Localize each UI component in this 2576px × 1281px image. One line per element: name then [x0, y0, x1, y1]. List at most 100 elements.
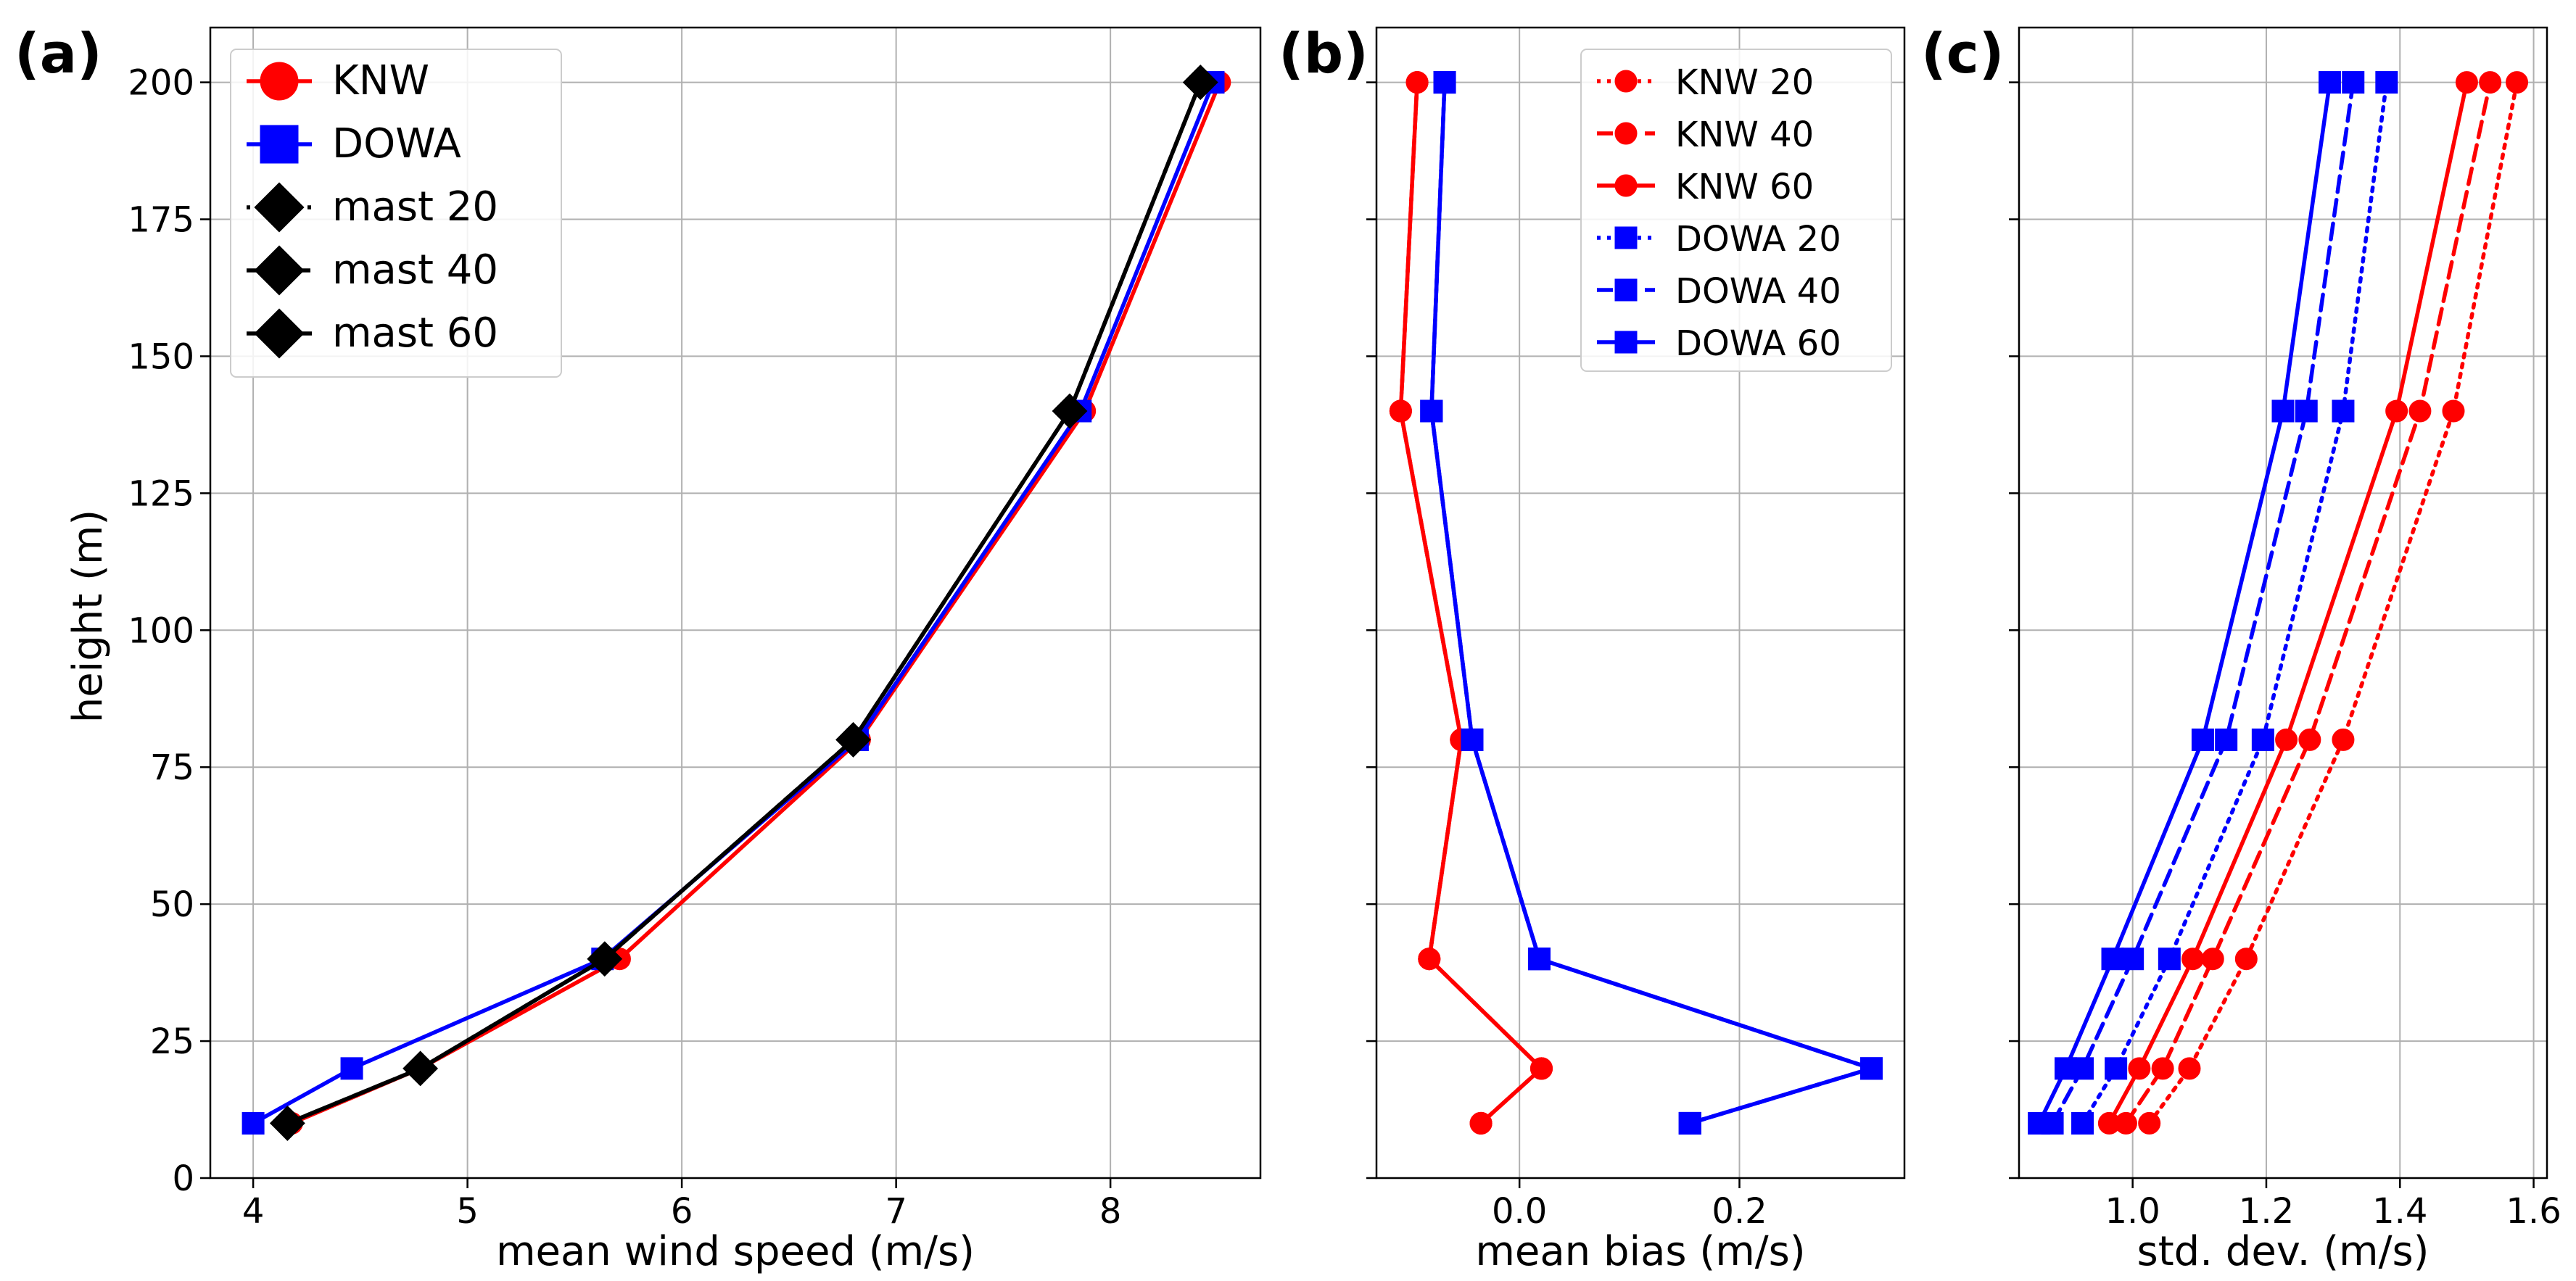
- data-point: [1530, 1057, 1553, 1080]
- data-point: [2028, 1111, 2051, 1135]
- legend: KNW DOWA mast 20 mast 40 mast 60: [230, 49, 562, 378]
- legend-box: [230, 49, 562, 378]
- data-point: [2298, 728, 2321, 751]
- data-point: [2408, 399, 2432, 423]
- y-tick-label: 200: [128, 63, 194, 104]
- data-point: [2128, 1057, 2151, 1080]
- data-point: [2191, 728, 2214, 751]
- y-tick-label: 25: [150, 1021, 194, 1062]
- legend-marker: [1614, 174, 1638, 197]
- data-point: [2055, 1057, 2078, 1080]
- x-axis-label: std. dev. (m/s): [2137, 1228, 2430, 1275]
- series-line: [2147, 80, 2519, 1126]
- data-point: [2271, 399, 2295, 423]
- data-point: [402, 1050, 438, 1087]
- data-point: [2342, 71, 2365, 94]
- data-point: [2158, 948, 2181, 971]
- data-point: [340, 1057, 363, 1080]
- x-tick-label: 1.4: [2372, 1191, 2427, 1232]
- panel-label: (b): [1279, 21, 1368, 86]
- plot-frame: [1375, 26, 1906, 1180]
- legend-marker: [254, 182, 305, 233]
- data-point: [1469, 1111, 1493, 1135]
- data-point: [2138, 1111, 2161, 1135]
- data-point: [2215, 728, 2238, 751]
- data-point: [1052, 393, 1088, 429]
- data-point: [1418, 948, 1441, 971]
- data-point: [2319, 71, 2342, 94]
- data-point: [1182, 65, 1218, 100]
- x-tick-label: 6: [671, 1191, 693, 1232]
- legend-marker: [1614, 226, 1638, 249]
- panel-label: (a): [15, 21, 102, 86]
- legend-marker: [260, 125, 299, 164]
- data-point: [1678, 1111, 1701, 1135]
- x-tick-label: 1.2: [2239, 1191, 2294, 1232]
- data-point: [2506, 71, 2529, 94]
- data-point: [1860, 1057, 1883, 1080]
- data-point: [2455, 71, 2478, 94]
- data-point: [2385, 399, 2408, 423]
- y-tick-label: 75: [150, 747, 194, 788]
- plot-frame: [209, 26, 1262, 1180]
- panel-1: 4 5 6 7 8 0 25 50 75 100 125 150 175 200 mean wind spe…: [15, 21, 1262, 1275]
- legend-marker: [260, 62, 299, 101]
- legend-marker: [1614, 331, 1638, 354]
- data-point: [1405, 71, 1429, 94]
- data-point: [835, 722, 871, 758]
- y-tick-label: 100: [128, 610, 194, 651]
- x-tick-label: 8: [1099, 1191, 1122, 1232]
- data-point: [2105, 1057, 2128, 1080]
- legend-label: DOWA 20: [1675, 219, 1841, 260]
- legend: KNW 20 KNW 40 KNW 60 DOWA 20 DOWA 40 DOWA 60: [1580, 49, 1892, 372]
- legend-label: KNW 60: [1675, 167, 1814, 207]
- legend-label: KNW 40: [1675, 115, 1814, 155]
- plot-frame: [2018, 26, 2548, 1180]
- legend-label: KNW 20: [1675, 62, 1814, 103]
- x-tick-label: 1.6: [2506, 1191, 2561, 1232]
- data-point: [2479, 71, 2502, 94]
- legend-label: mast 60: [332, 310, 498, 357]
- data-point: [2295, 399, 2318, 423]
- panel-3: 1.0 1.2 1.4 1.6 std. dev. (m/s) (c): [1921, 21, 2561, 1275]
- series-line: [1429, 80, 1874, 1126]
- legend-marker: [254, 308, 305, 359]
- data-point: [2071, 1111, 2094, 1135]
- legend-marker: [254, 245, 305, 296]
- data-point: [1527, 948, 1551, 971]
- data-point: [270, 1106, 305, 1141]
- y-tick-label: 150: [128, 336, 194, 377]
- data-point: [2201, 948, 2224, 971]
- data-point: [2332, 728, 2355, 751]
- x-tick-label: 7: [885, 1191, 907, 1232]
- legend-marker: [1614, 122, 1638, 145]
- y-tick-label: 50: [150, 884, 194, 925]
- y-tick-label: 175: [128, 200, 194, 241]
- x-tick-label: 0.0: [1492, 1191, 1547, 1232]
- data-point: [1461, 728, 1484, 751]
- legend-label: KNW: [332, 57, 429, 104]
- legend-label: DOWA 60: [1675, 323, 1841, 364]
- panel-label: (c): [1921, 21, 2005, 86]
- x-axis-label: mean bias (m/s): [1475, 1228, 1805, 1275]
- y-tick-label: 125: [128, 473, 194, 514]
- figure-ylabel: height (m): [65, 510, 112, 724]
- data-point: [587, 941, 623, 977]
- data-point: [2332, 399, 2355, 423]
- data-point: [2101, 948, 2124, 971]
- legend-label: mast 40: [332, 246, 498, 294]
- data-point: [2375, 71, 2398, 94]
- x-tick-label: 5: [456, 1191, 479, 1232]
- data-point: [2178, 1057, 2201, 1080]
- data-point: [2097, 1111, 2121, 1135]
- data-point: [242, 1111, 265, 1135]
- x-tick-label: 1.0: [2105, 1191, 2160, 1232]
- data-point: [1420, 399, 1443, 423]
- data-point: [2151, 1057, 2174, 1080]
- data-point: [2251, 728, 2274, 751]
- data-point: [2121, 948, 2144, 971]
- data-point: [2275, 728, 2298, 751]
- data-point: [2234, 948, 2258, 971]
